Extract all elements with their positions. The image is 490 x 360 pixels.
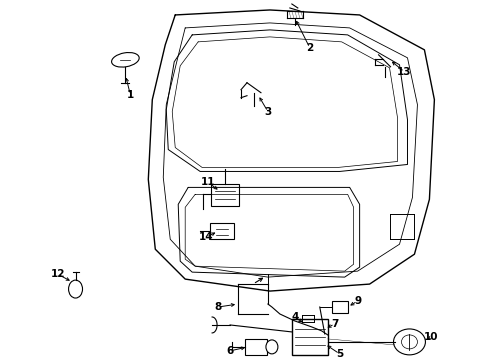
Text: 11: 11 <box>201 177 216 188</box>
Ellipse shape <box>401 335 417 349</box>
Text: 5: 5 <box>336 349 343 359</box>
Text: 3: 3 <box>264 107 271 117</box>
Bar <box>211 184 239 206</box>
Bar <box>245 339 267 355</box>
Text: 14: 14 <box>199 232 214 242</box>
Text: 6: 6 <box>226 346 234 356</box>
Ellipse shape <box>69 280 82 298</box>
Text: 13: 13 <box>397 67 412 77</box>
Text: 7: 7 <box>331 319 339 329</box>
Text: 12: 12 <box>50 269 65 279</box>
Ellipse shape <box>112 53 139 67</box>
Text: 2: 2 <box>306 43 314 53</box>
Bar <box>332 301 348 313</box>
Text: 4: 4 <box>291 312 298 322</box>
Text: 9: 9 <box>354 296 361 306</box>
Text: 8: 8 <box>215 302 221 312</box>
Ellipse shape <box>266 340 278 354</box>
Text: 10: 10 <box>424 332 439 342</box>
Bar <box>292 319 328 355</box>
Bar <box>313 324 327 334</box>
Text: 1: 1 <box>127 90 134 100</box>
Ellipse shape <box>393 329 425 355</box>
Bar <box>210 223 234 239</box>
